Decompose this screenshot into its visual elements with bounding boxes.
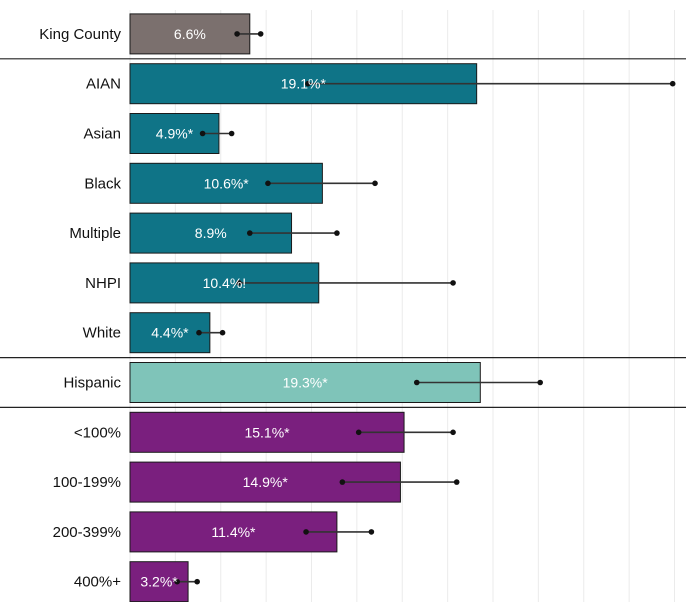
error-bar-low-point bbox=[196, 329, 202, 336]
value-label: 14.9%* bbox=[243, 474, 289, 490]
error-bar-low-point bbox=[174, 578, 180, 585]
bar bbox=[129, 13, 251, 55]
error-bar-high-point bbox=[537, 379, 543, 386]
gridlines bbox=[129, 10, 675, 602]
bar bbox=[129, 362, 481, 403]
error-bar-high-point bbox=[194, 578, 200, 585]
error-bar-low-point bbox=[246, 230, 253, 236]
value-labels: 6.6% 19.1%* 4.9%* 10.6%* 8.9% 10.4%! 4.4%* 19.3… bbox=[140, 26, 328, 590]
bars bbox=[129, 13, 481, 602]
category-label: 400%+ bbox=[74, 574, 121, 591]
error-bar-low-point bbox=[355, 429, 362, 436]
category-label: Multiple bbox=[69, 225, 121, 242]
error-bar-high-point bbox=[669, 80, 676, 87]
group-separators bbox=[0, 58, 686, 408]
error-bar-low-point bbox=[234, 31, 240, 37]
error-bar-low-point bbox=[236, 280, 242, 286]
error-bar-low-point bbox=[303, 529, 309, 535]
error-bar-high-point bbox=[334, 230, 340, 236]
value-label: 8.9% bbox=[195, 225, 227, 241]
category-label: 100-199% bbox=[53, 474, 121, 491]
category-label: White bbox=[83, 325, 121, 342]
error-bar-high-point bbox=[228, 130, 235, 137]
error-bar-low-point bbox=[413, 379, 420, 386]
category-label: Asian bbox=[83, 126, 121, 143]
category-label: AIAN bbox=[86, 76, 121, 93]
category-label: Black bbox=[84, 175, 121, 192]
error-bar-high-point bbox=[257, 31, 264, 37]
bar bbox=[129, 511, 338, 553]
error-bars bbox=[174, 31, 676, 585]
error-bar-high-point bbox=[450, 280, 456, 286]
value-label: 10.4%! bbox=[203, 275, 247, 291]
value-label: 15.1%* bbox=[244, 424, 290, 440]
error-bar-high-point bbox=[453, 479, 460, 485]
error-bar-low-point bbox=[305, 80, 311, 87]
value-label: 19.3%* bbox=[283, 375, 329, 391]
error-bar-high-point bbox=[450, 429, 456, 436]
value-label: 6.6% bbox=[174, 26, 206, 42]
category-label: Hispanic bbox=[63, 375, 121, 392]
category-labels: King County AIAN Asian Black Multiple NHPI Whi… bbox=[39, 26, 121, 591]
value-label: 3.2%* bbox=[140, 574, 178, 590]
category-label: 200-399% bbox=[53, 524, 121, 541]
error-bar-high-point bbox=[372, 180, 378, 187]
error-bar-low-point bbox=[199, 130, 206, 137]
value-label: 4.4%* bbox=[151, 325, 189, 341]
category-label: <100% bbox=[74, 424, 121, 441]
error-bar-high-point bbox=[368, 529, 375, 535]
error-bar-low-point bbox=[339, 479, 346, 485]
value-label: 4.9%* bbox=[156, 126, 194, 142]
value-label: 11.4%* bbox=[211, 524, 256, 540]
category-label: NHPI bbox=[85, 275, 121, 292]
error-bar-low-point bbox=[265, 180, 271, 187]
value-label: 19.1%* bbox=[281, 76, 327, 92]
error-bar-high-point bbox=[219, 329, 226, 336]
value-label: 10.6%* bbox=[204, 175, 250, 191]
category-label: King County bbox=[39, 26, 121, 43]
